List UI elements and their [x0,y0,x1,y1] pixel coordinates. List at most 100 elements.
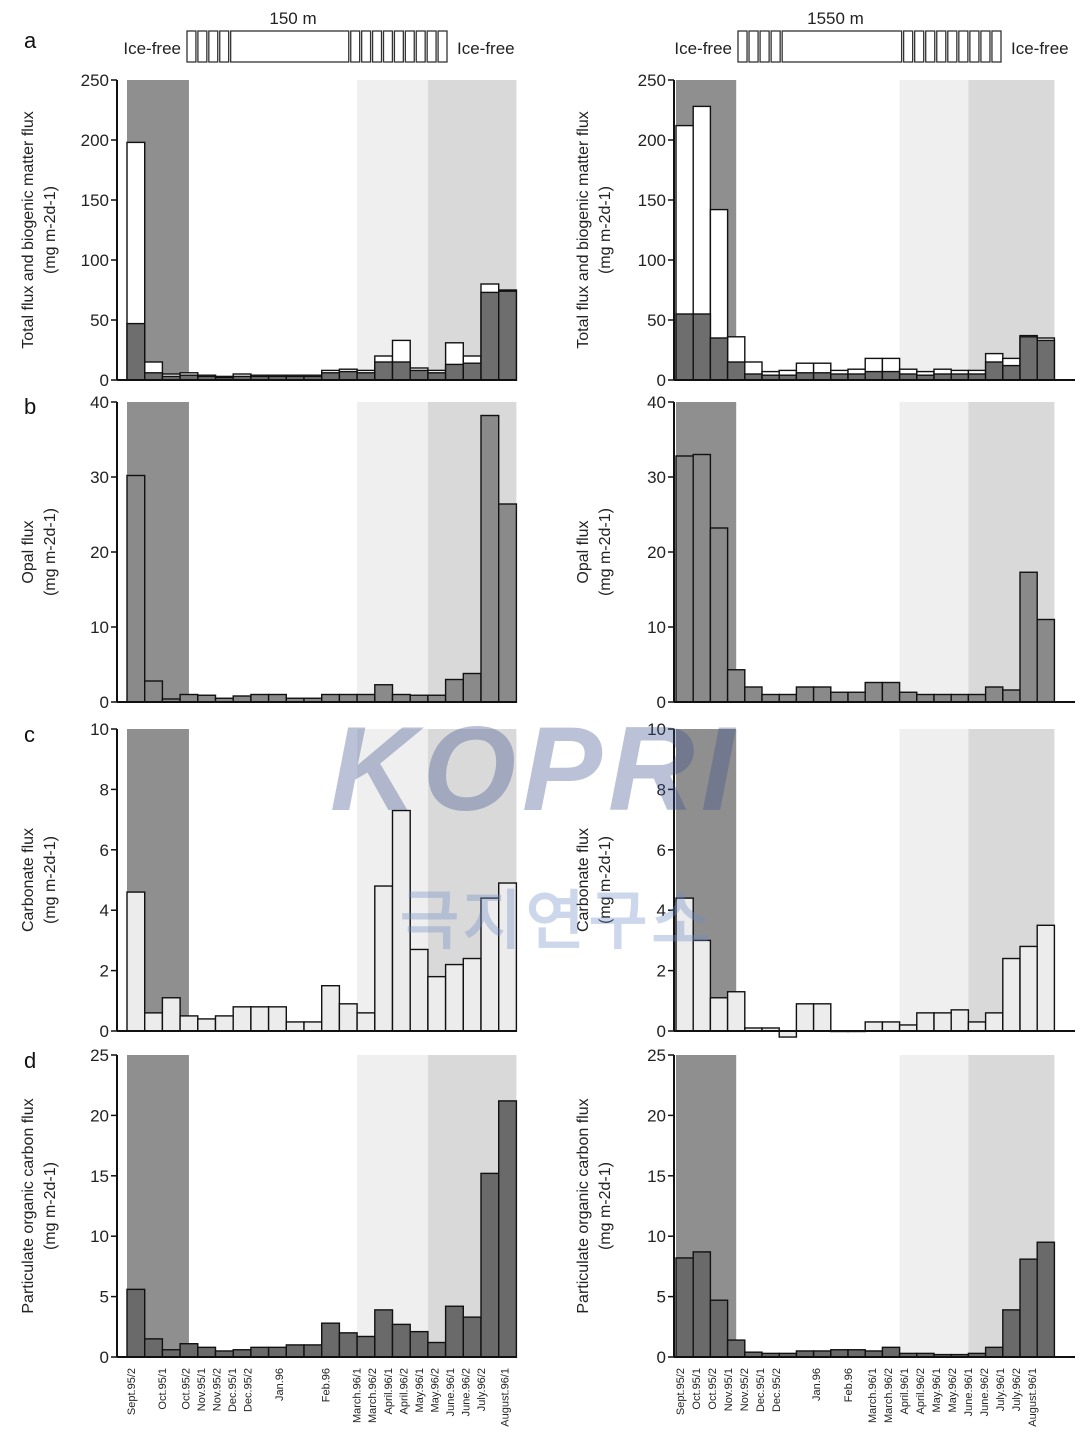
ice-breakup-band [357,402,428,702]
bar-biogenic-19 [1002,364,1021,381]
y-axis-unit: (mg m-2d-1) [42,186,59,274]
ice-cover-cell [936,30,947,63]
bar-poc-6 [232,1349,252,1358]
x-tick-label: Sept.95/2 [126,1368,138,1415]
x-tick-label: June.96/2 [979,1368,991,1416]
bar-carbonate-7 [795,1003,815,1032]
y-tick-label: 4 [657,901,666,920]
bar-carbonate-12 [881,1021,901,1032]
x-tick-label: Dec.95/2 [771,1368,783,1412]
x-tick-label: May.96/1 [931,1368,943,1412]
bar-biogenic-20 [480,291,500,381]
y-axis-unit: (mg m-2d-1) [597,836,614,924]
bar-opal-3 [726,669,746,703]
bar-opal-4 [744,686,763,703]
bar-carbonate-17 [427,975,447,1032]
ice-free-left-label: Ice-free [674,39,732,58]
y-tick-label: 150 [638,191,666,210]
x-tick-label: Jan.96 [811,1368,823,1401]
chart-c-1550m: 0 2 4 6 8 10 Carbonate flux (mg m-2d-1) [575,720,1075,1041]
bar-poc-1 [143,1338,164,1358]
y-tick-label: 0 [657,371,666,390]
bar-opal-7 [250,693,270,703]
bar-poc-16 [409,1330,429,1358]
bar-carbonate-18 [984,1012,1004,1032]
x-tick-labels-150m: Sept.95/2 Oct.95/1 Oct.95/2 Nov.95/1 Nov.95/… [126,1368,512,1427]
y-tick-label: 5 [657,1288,666,1307]
ice-cover-cell [958,30,969,63]
bar-carbonate-3 [179,1015,199,1032]
ice-cover-cell [350,30,361,63]
ice-free-right-label: Ice-free [457,39,515,58]
ice-cover-cell [415,30,426,63]
y-tick-label: 25 [90,1046,109,1065]
x-tick-label: Nov.95/2 [211,1368,223,1411]
x-tick-label: Oct.95/2 [707,1368,719,1410]
x-tick-label: Oct.95/1 [157,1368,169,1410]
bar-carbonate-17 [967,1021,987,1032]
bar-biogenic-2 [709,337,729,381]
bar-opal-12 [338,693,358,703]
bar-biogenic-0 [126,322,146,381]
bar-poc-20 [480,1172,500,1358]
bar-poc-4 [197,1346,217,1358]
bar-poc-21 [498,1100,518,1358]
ice-cover-cell [404,30,415,63]
bar-carbonate-5 [214,1015,234,1032]
bar-opal-11 [864,681,884,703]
bar-carbonate-1 [692,939,712,1032]
y-tick-label: 5 [100,1288,109,1307]
y-tick-label: 0 [657,1348,666,1367]
ice-cover-cell [186,30,197,63]
y-tick-label: 10 [90,720,109,739]
ice-free-left-label: Ice-free [123,39,181,58]
ice-breakup-band [899,729,969,1031]
bar-poc-21 [1036,1241,1056,1358]
x-tick-label: Sept.95/2 [675,1368,687,1415]
ice-cover-cell [426,30,437,63]
x-tick-label: August.96/1 [1027,1368,1039,1427]
x-tick-label: Dec.95/1 [227,1368,239,1412]
bar-carbonate-13 [356,1012,376,1032]
panel-letter-b: b [24,394,36,419]
y-tick-label: 100 [638,251,666,270]
bar-biogenic-20 [1019,336,1038,381]
bar-carbonate-3 [726,991,746,1032]
ice-cover-cell [361,30,372,63]
x-tick-label: May.96/1 [414,1368,426,1412]
ice-cover-cell [947,30,958,63]
bar-carbonate-16 [950,1009,970,1032]
bar-biogenic-15 [391,361,411,381]
chart-b-150m: 0 10 20 30 40 Opal flux (mg m-2d-1) [20,393,518,712]
chart-a-150m: 0 50 100 150 200 250 Total flux and biogenic m… [20,71,518,390]
ice-cover-cell [991,30,1002,63]
bar-poc-14 [374,1309,394,1358]
bar-carbonate-20 [480,897,500,1032]
bar-opal-14 [916,693,935,703]
y-tick-label: 8 [100,780,109,799]
bar-opal-15 [933,693,952,703]
bar-opal-17 [427,694,447,703]
bar-poc-18 [984,1346,1004,1358]
depth-label: 150 m [269,9,316,28]
bar-opal-18 [444,678,465,703]
panel-letter-d: d [24,1048,36,1073]
y-tick-label: 50 [90,311,109,330]
ice-breakup-band [899,1055,969,1357]
y-tick-label: 10 [647,720,666,739]
y-tick-label: 20 [647,543,666,562]
bar-carbonate-7 [250,1006,270,1032]
y-axis-label: Carbonate flux [20,828,37,932]
y-tick-label: 25 [647,1046,666,1065]
y-axis-label: Particulate organic carbon flux [575,1098,592,1313]
bar-poc-0 [675,1257,694,1358]
x-tick-label: July.96/1 [995,1368,1007,1411]
bar-carbonate-8 [267,1006,288,1032]
y-tick-label: 40 [90,393,109,412]
y-axis-label: Opal flux [575,520,592,583]
bar-carbonate-16 [409,948,429,1032]
y-tick-label: 2 [100,962,109,981]
bar-biogenic-21 [498,290,518,381]
bar-poc-19 [1002,1309,1021,1358]
